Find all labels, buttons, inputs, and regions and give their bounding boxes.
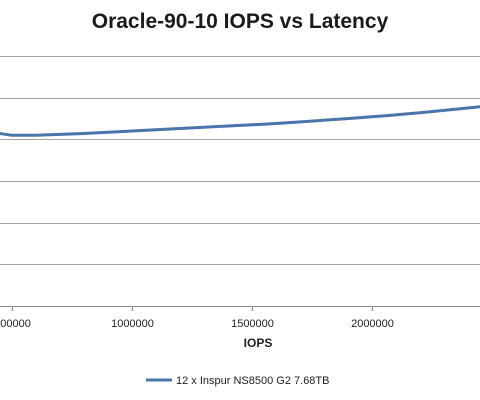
series-line xyxy=(0,105,480,137)
x-tick-label: 500000 xyxy=(0,318,31,330)
gridlines xyxy=(0,56,480,307)
legend: 12 x Inspur NS8500 G2 7.68TB xyxy=(146,375,329,387)
legend-label: 12 x Inspur NS8500 G2 7.68TB xyxy=(176,375,329,387)
x-tick-labels: 500000 1000000 1500000 2000000 xyxy=(0,318,394,330)
x-axis xyxy=(12,306,373,311)
chart-title: Oracle-90-10 IOPS vs Latency xyxy=(91,10,389,33)
x-axis-title: IOPS xyxy=(244,336,273,350)
x-tick-label: 1500000 xyxy=(231,318,274,330)
x-tick-label: 1000000 xyxy=(111,318,154,330)
series-layer xyxy=(0,105,480,137)
x-tick-label: 2000000 xyxy=(351,318,394,330)
